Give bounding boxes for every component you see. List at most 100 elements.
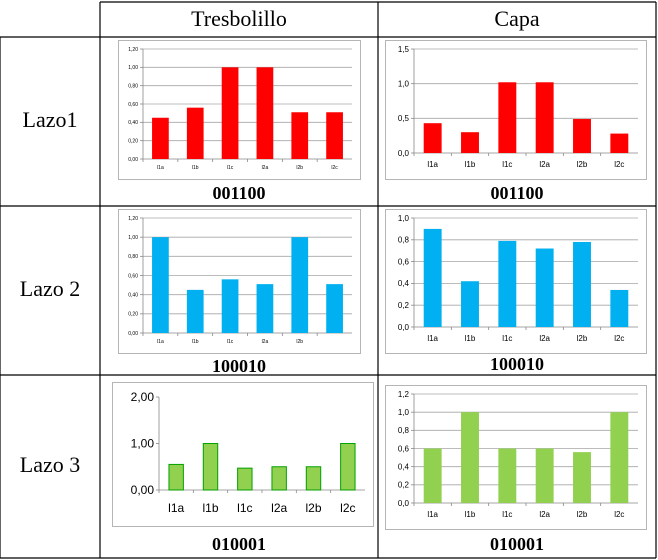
bar-l2b	[573, 241, 591, 327]
y-tick-label: 1,0	[398, 408, 410, 417]
bar-l1c	[498, 240, 517, 327]
y-tick-label: 1,00	[128, 65, 138, 71]
bar-l2a	[271, 466, 287, 491]
x-tick-label: l2a	[539, 334, 550, 343]
chart-svg: 0,00 0,20 0,40 0,60 0,80 1,00 1,20 l1a l1b l1c l2a…	[128, 47, 352, 171]
bar-l2c	[610, 412, 629, 503]
row-label-lazo2: Lazo 2	[19, 276, 81, 301]
y-tick-label: 1,0	[398, 214, 410, 223]
x-tick-label: l1b	[192, 165, 199, 171]
chart-lazo3-capa: 0,0 0,2 0,4 0,6 0,8 1,0 1,2 l1a l1b l1c l2a l2b l2c	[385, 385, 647, 530]
bar-l1b	[461, 281, 479, 327]
x-tick-label: l2c	[614, 334, 624, 343]
y-tick-label: 0,5	[398, 114, 410, 123]
row-label-lazo1: Lazo1	[22, 107, 78, 132]
y-tick-label: 0,6	[398, 257, 410, 266]
x-tick-label: l1c	[502, 160, 512, 169]
y-tick-label: 0,6	[398, 444, 410, 453]
y-tick-label: 0,80	[128, 83, 138, 89]
bar-l1c	[498, 448, 517, 503]
code-lazo2-tresbolillo: 100010	[212, 356, 266, 376]
y-tick-label: 0,8	[398, 236, 410, 245]
bar-l1b	[186, 107, 204, 159]
bar-l2c	[340, 443, 356, 491]
y-tick-label: 0,00	[128, 331, 138, 337]
bar-l2b	[291, 237, 309, 333]
x-tick-label: l2b	[577, 334, 588, 343]
x-tick-label: l2c	[614, 510, 624, 519]
bar-l2b	[573, 119, 591, 153]
chart-lazo3-tresbolillo: 0,00 1,00 2,00 l1a l1b l1c l2a l2b l2c	[112, 382, 374, 527]
x-tick-label: l2a	[271, 501, 287, 515]
x-tick-label: l2a	[539, 160, 550, 169]
chart-svg: 0,0 0,2 0,4 0,6 0,8 1,0 1,2 l1a l1b l1c l2a l2b l2c	[398, 390, 638, 519]
y-tick-label: 0,2	[398, 481, 410, 490]
y-tick-label: 0,20	[128, 312, 138, 318]
code-lazo3-tresbolillo: 010001	[212, 534, 266, 554]
x-tick-label: l1a	[157, 165, 164, 171]
x-tick-label: l1b	[465, 160, 476, 169]
y-tick-label: 0,00	[131, 483, 155, 497]
y-tick-label: 1,00	[128, 235, 138, 241]
x-tick-label: l1a	[427, 334, 438, 343]
bar-l1a	[168, 463, 184, 491]
bar-l2a	[535, 248, 554, 327]
bar-l2a	[256, 67, 274, 159]
bar-l1c	[221, 67, 239, 159]
y-tick-label: 0,60	[128, 273, 138, 279]
x-tick-label: l1b	[465, 334, 476, 343]
code-lazo1-tresbolillo: 001100	[212, 183, 266, 203]
chart-svg: 0,00 0,20 0,40 0,60 0,80 1,00 1,20 l1a l1b l1c l2a…	[128, 216, 352, 345]
bar-l2a	[535, 448, 554, 503]
chart-svg: 0,0 0,2 0,4 0,6 0,8 1,0 l1a l1b l1c l2a l2b l2c	[398, 214, 638, 343]
y-tick-label: 0,4	[398, 279, 410, 288]
x-tick-label: l1c	[502, 510, 512, 519]
bar-l2a	[256, 284, 274, 333]
bar-l2c	[610, 289, 629, 327]
bar-l1a	[152, 237, 169, 333]
x-tick-label: l1b	[465, 510, 476, 519]
y-tick-label: 0,0	[398, 499, 410, 508]
x-tick-label: l1a	[427, 160, 438, 169]
row-label-lazo3: Lazo 3	[19, 452, 81, 477]
x-tick-label: l2a	[262, 339, 269, 345]
x-tick-label: l2a	[539, 510, 550, 519]
header-capa: Capa	[494, 6, 540, 31]
y-tick-label: 0,20	[128, 138, 138, 144]
x-tick-label: l2c	[614, 160, 624, 169]
bar-l2b	[573, 452, 591, 503]
y-tick-label: 0,0	[398, 149, 410, 158]
y-tick-label: 0,40	[128, 120, 138, 126]
bar-l1b	[186, 289, 204, 333]
bar-l2b	[291, 112, 309, 159]
y-tick-label: 0,00	[128, 157, 138, 163]
y-tick-label: 1,20	[128, 216, 138, 222]
x-tick-label: l2c	[340, 501, 355, 515]
x-tick-label: l1b	[192, 339, 199, 345]
x-tick-label: l1c	[227, 165, 234, 171]
chart-svg: 0,0 0,5 1,0 1,5 l1a l1b l1c l2a l2b l2c	[398, 45, 638, 169]
code-lazo1-capa: 001100	[490, 183, 544, 203]
x-tick-label: l1a	[168, 501, 184, 515]
bar-l1c	[498, 82, 517, 153]
y-tick-label: 0,80	[128, 254, 138, 260]
bar-l2a	[535, 82, 554, 153]
y-tick-label: 0,4	[398, 462, 410, 471]
x-tick-label: l1c	[502, 334, 512, 343]
x-tick-label: l1b	[202, 501, 218, 515]
x-tick-label: l2a	[262, 165, 269, 171]
y-tick-label: 1,00	[131, 437, 155, 451]
y-tick-label: 1,0	[398, 79, 410, 88]
x-tick-label: l2b	[577, 160, 588, 169]
y-tick-label: 0,60	[128, 102, 138, 108]
x-tick-label: l1a	[157, 339, 164, 345]
x-tick-label: l1a	[427, 510, 438, 519]
y-tick-label: 0,40	[128, 292, 138, 298]
y-tick-label: 0,8	[398, 426, 410, 435]
y-tick-label: 0,0	[398, 323, 410, 332]
bar-l1b	[461, 132, 479, 153]
bar-unlabeled	[326, 284, 343, 333]
x-tick-label: l2b	[577, 510, 588, 519]
x-tick-label: l2c	[331, 165, 338, 171]
